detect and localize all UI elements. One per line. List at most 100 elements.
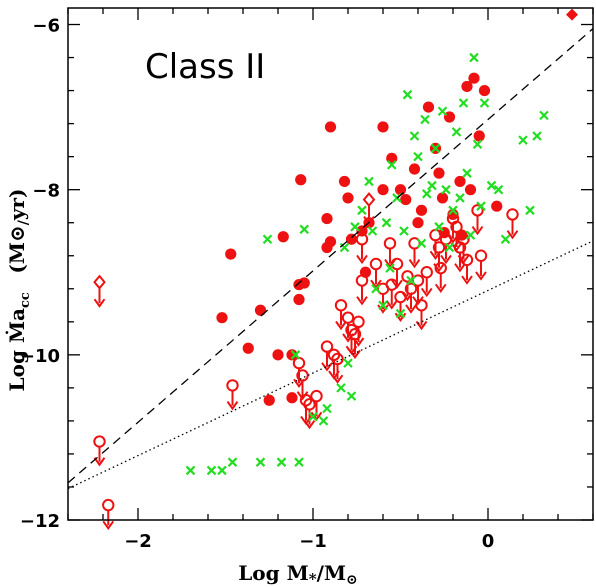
limit-arrow-head: [102, 520, 115, 531]
cross-point: [378, 300, 388, 311]
upper-limit-point: [226, 379, 239, 411]
cross-point: [227, 457, 238, 467]
open-circle-marker: [355, 274, 369, 287]
filled-circle-point: [473, 130, 485, 142]
filled-circle-point: [377, 184, 389, 196]
cross-stroke: [469, 52, 479, 63]
x-tick-label: −1: [299, 531, 327, 552]
upper-limit-point: [102, 498, 115, 531]
cross-point: [364, 176, 374, 187]
cross-point: [430, 143, 441, 154]
cross-stroke: [476, 201, 486, 211]
cross-point: [462, 168, 472, 178]
open-circle-marker: [474, 249, 488, 262]
cross-stroke: [299, 224, 310, 235]
open-circle-marker: [102, 498, 115, 512]
cross-point: [455, 193, 465, 203]
cross-stroke: [350, 222, 360, 232]
limit-arrow-head: [349, 349, 361, 360]
open-circle-marker: [334, 299, 348, 312]
limit-arrow-head: [321, 362, 333, 372]
cross-point: [262, 234, 273, 245]
filled-circle-point: [342, 192, 354, 204]
y-tick-label: −12: [20, 511, 60, 532]
open-circle-marker: [310, 389, 323, 403]
upper-limit-point: [334, 299, 348, 331]
filled-circle-point: [468, 72, 480, 84]
cross-point: [385, 263, 395, 273]
filled-circle-point: [478, 84, 491, 97]
cross-stroke: [448, 205, 458, 216]
filled-circle-point: [272, 349, 284, 361]
cross-point: [437, 106, 448, 117]
upper-limit-point: [460, 253, 474, 285]
cross-point: [217, 465, 227, 476]
limit-arrow-head: [391, 279, 403, 289]
filled-circle-point: [277, 231, 289, 243]
cross-point: [444, 242, 455, 253]
cross-stroke: [458, 98, 469, 108]
limit-arrow-head: [506, 230, 519, 240]
filled-circle-point: [338, 175, 351, 188]
plot-frame: [67, 7, 594, 521]
cross-point: [427, 180, 437, 191]
cross-point: [322, 403, 332, 414]
cross-stroke: [409, 131, 420, 141]
axis-ticks: −2 −1 0−12−10−8−6: [20, 8, 594, 552]
limit-arrow-head: [370, 279, 382, 289]
cross-stroke: [386, 160, 397, 170]
open-circle-marker: [390, 257, 404, 271]
cross-stroke: [402, 89, 413, 100]
cross-point: [339, 242, 350, 253]
limit-arrow-head: [440, 254, 452, 265]
filled-circle-point: [321, 212, 333, 225]
cross-point: [357, 205, 367, 216]
filled-circle-point: [286, 349, 298, 361]
limit-arrow-head: [420, 287, 433, 298]
cross-point: [371, 283, 381, 294]
cross-point: [318, 416, 329, 426]
cross-point: [395, 308, 406, 319]
limit-arrow-head: [335, 320, 347, 331]
cross-stroke: [378, 300, 388, 311]
cross-stroke: [255, 457, 266, 467]
cross-stroke: [357, 205, 367, 216]
cross-stroke: [427, 180, 437, 191]
cross-point: [479, 98, 490, 108]
cross-stroke: [367, 226, 378, 236]
cross-stroke: [420, 114, 430, 125]
limit-arrow-head: [434, 283, 447, 294]
cross-stroke: [434, 222, 444, 232]
upper-limit-point: [411, 274, 425, 306]
open-circle-marker: [226, 379, 239, 392]
open-circle-marker: [355, 233, 369, 246]
upper-limit-point: [390, 257, 404, 289]
y-axis-title: Log Ṁacc (M⊙/yr): [5, 189, 33, 392]
upper-limit-point: [303, 398, 316, 430]
cross-point: [486, 180, 497, 191]
upper-limit-point: [352, 315, 365, 347]
cross-point: [294, 457, 304, 467]
limit-arrow-head: [352, 337, 365, 347]
limit-arrow-head: [471, 225, 484, 236]
limit-arrow-head: [454, 263, 466, 273]
limit-arrow-head: [363, 216, 375, 226]
cross-stroke: [339, 242, 350, 253]
cross-point: [476, 201, 486, 211]
cross-stroke: [441, 184, 451, 195]
y-tick-label: −8: [32, 181, 60, 202]
cross-point: [451, 127, 462, 137]
upper-limit-point: [383, 237, 397, 269]
filled-circle-point: [454, 175, 466, 188]
filled-circle-point: [298, 277, 310, 289]
filled-circle-point: [422, 101, 435, 113]
filled-diamond-point: [566, 8, 578, 21]
limit-arrow-head: [93, 298, 106, 308]
upper-limit-point: [355, 233, 369, 265]
limit-arrow-head: [356, 254, 368, 265]
cross-point: [420, 114, 430, 125]
cross-point: [500, 234, 511, 245]
limit-arrow-head: [408, 258, 421, 269]
cross-point: [413, 151, 423, 162]
